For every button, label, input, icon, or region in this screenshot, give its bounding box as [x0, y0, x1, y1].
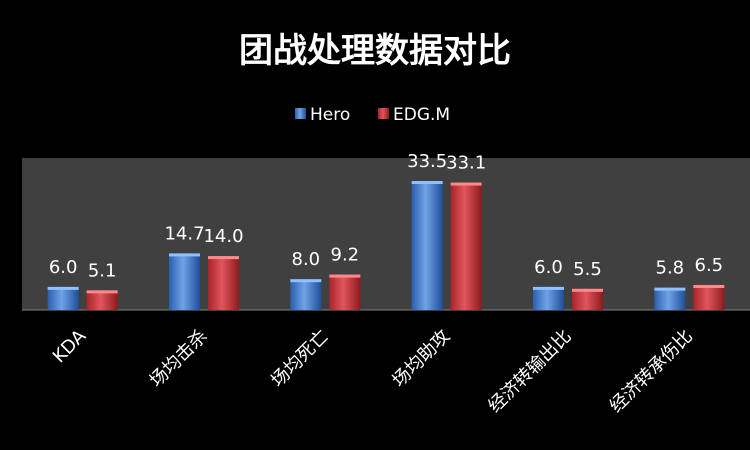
bars-layer	[47, 181, 725, 310]
bar-top-hero-0	[47, 286, 79, 290]
bar-top-edg-1	[208, 256, 239, 260]
bar-top-hero-1	[169, 253, 200, 257]
bar-hero-5	[654, 287, 686, 310]
data-label-hero-2: 8.0	[292, 249, 321, 270]
data-label-edg-1: 14.0	[203, 226, 243, 247]
bar-top-edg-4	[572, 288, 603, 292]
x-tick-label-0: KDA	[49, 325, 91, 367]
data-label-edg-4: 5.5	[573, 259, 602, 280]
bar-hero-3	[411, 181, 443, 310]
bar-hero-2	[290, 279, 322, 310]
bar-edg-4	[572, 288, 603, 310]
data-label-edg-5: 6.5	[695, 255, 724, 276]
x-tick-label-1: 场均击杀	[146, 326, 212, 392]
bar-top-hero-2	[290, 279, 322, 283]
bar-top-hero-5	[654, 287, 686, 291]
data-label-edg-3: 33.1	[446, 153, 486, 174]
bar-top-edg-3	[450, 182, 482, 186]
plot-area	[22, 158, 750, 310]
legend: Hero EDG.M	[295, 105, 450, 125]
bar-hero-1	[169, 253, 200, 310]
data-label-hero-4: 6.0	[534, 257, 563, 278]
bar-top-edg-5	[693, 284, 725, 288]
bar-top-hero-3	[411, 181, 443, 185]
data-label-hero-0: 6.0	[49, 257, 78, 278]
bar-edg-2	[329, 274, 361, 310]
bar-top-hero-4	[533, 286, 564, 290]
data-label-edg-2: 9.2	[331, 245, 360, 266]
data-label-hero-5: 5.8	[656, 258, 685, 279]
bar-hero-4	[533, 286, 564, 310]
bar-top-edg-2	[329, 274, 361, 278]
x-tick-labels-layer: KDA 场均击杀 场均死亡 场均助攻 经济转输出比 经济转承伤比	[49, 325, 697, 417]
x-tick-label-4: 经济转输出比	[484, 326, 575, 417]
data-labels-layer: 6.0 5.1 14.714.0 8.0 9.2 33.533.1 6.0 5.5 5.8 6.5	[49, 151, 723, 281]
data-label-hero-3: 33.5	[407, 151, 447, 172]
bar-edg-3	[450, 182, 482, 310]
x-tick-label-3: 场均助攻	[388, 326, 454, 392]
bar-edg-1	[208, 256, 239, 310]
data-label-edg-0: 5.1	[88, 260, 117, 281]
legend-swatch-edg	[378, 108, 389, 119]
data-label-hero-1: 14.7	[164, 223, 204, 244]
x-tick-label-5: 经济转承伤比	[606, 326, 697, 417]
legend-label-hero: Hero	[310, 105, 350, 125]
bar-edg-5	[693, 284, 725, 310]
bar-hero-0	[47, 286, 79, 310]
x-tick-label-2: 场均死亡	[267, 326, 333, 392]
chart-title: 团战处理数据对比	[239, 31, 511, 71]
legend-swatch-hero	[295, 108, 306, 119]
bar-top-edg-0	[86, 290, 118, 294]
bar-edg-0	[86, 290, 118, 310]
legend-label-edg: EDG.M	[393, 105, 450, 125]
